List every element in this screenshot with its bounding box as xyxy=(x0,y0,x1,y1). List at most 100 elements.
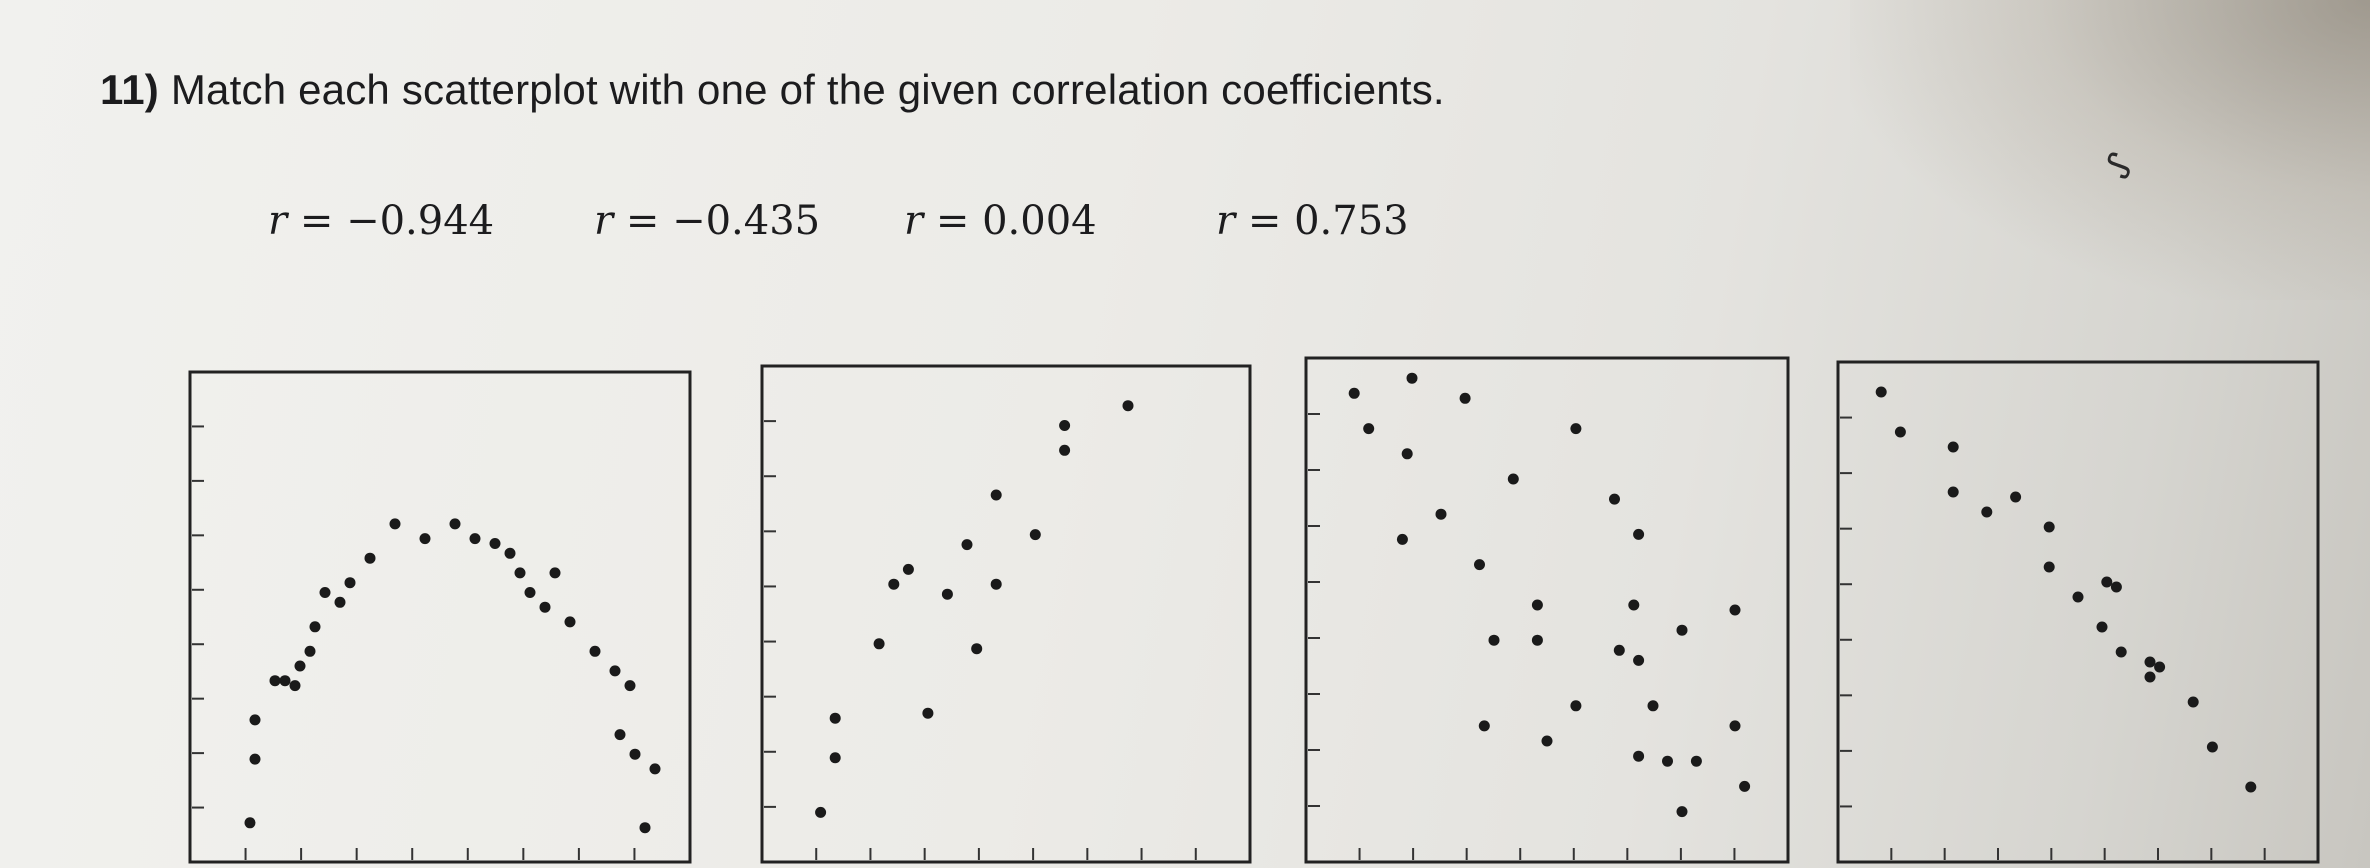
data-point xyxy=(1488,634,1500,646)
coefficient-4: r = 0.753 xyxy=(1216,198,1409,244)
plot-frame xyxy=(1304,356,1790,864)
data-point xyxy=(2096,621,2108,633)
coefficient-2: r = −0.435 xyxy=(594,198,821,244)
data-point xyxy=(941,588,953,600)
data-point xyxy=(1947,441,1959,453)
data-point xyxy=(449,518,461,530)
data-point xyxy=(1628,599,1640,611)
data-point xyxy=(990,489,1002,501)
data-point xyxy=(294,660,306,672)
data-point xyxy=(1609,493,1620,505)
data-point xyxy=(1729,720,1741,732)
question-prompt: 11) Match each scatterplot with one of t… xyxy=(100,66,1445,114)
data-point xyxy=(524,587,536,598)
data-point xyxy=(1363,423,1375,435)
scatterplot-3 xyxy=(1304,356,1790,864)
data-point xyxy=(1459,392,1471,404)
data-point xyxy=(589,645,601,657)
data-point xyxy=(2144,671,2156,683)
data-point xyxy=(334,596,346,608)
data-point xyxy=(539,601,551,613)
data-point xyxy=(1059,444,1071,456)
data-point xyxy=(1739,780,1751,792)
data-point xyxy=(629,748,641,760)
data-point xyxy=(1633,528,1645,540)
data-point xyxy=(2101,576,2113,588)
data-point xyxy=(1875,386,1887,398)
plot-frame xyxy=(1836,360,2320,864)
scatterplot-2 xyxy=(760,364,1252,864)
data-point xyxy=(922,707,934,719)
data-point xyxy=(1662,755,1673,767)
data-point xyxy=(489,538,501,549)
paper-shadow xyxy=(1850,0,2370,300)
data-point xyxy=(1507,473,1519,485)
data-point xyxy=(2010,491,2022,503)
data-point xyxy=(1531,634,1543,646)
data-point xyxy=(364,552,376,564)
data-point xyxy=(564,616,576,628)
data-point xyxy=(649,763,661,775)
data-point xyxy=(1676,624,1688,636)
data-point xyxy=(2072,591,2084,603)
data-point xyxy=(1059,420,1071,431)
data-point xyxy=(1570,700,1582,712)
data-point xyxy=(2144,656,2156,668)
data-point xyxy=(609,665,621,677)
data-point xyxy=(2154,661,2166,673)
data-point xyxy=(971,643,983,655)
data-point xyxy=(815,806,827,818)
data-point xyxy=(1894,426,1906,438)
data-point xyxy=(829,752,841,764)
data-point xyxy=(1531,599,1543,611)
data-point xyxy=(1947,486,1959,498)
data-point xyxy=(902,563,914,575)
data-point xyxy=(1122,400,1134,412)
data-point xyxy=(1690,755,1702,767)
data-point xyxy=(1396,533,1408,545)
data-point xyxy=(309,621,321,633)
data-point xyxy=(1435,508,1447,520)
data-point xyxy=(2187,696,2199,708)
coefficient-1: r = −0.944 xyxy=(268,198,495,244)
data-point xyxy=(344,577,356,589)
data-point xyxy=(279,675,291,687)
data-point xyxy=(319,587,331,598)
data-point xyxy=(244,817,256,829)
data-point xyxy=(504,547,516,559)
data-point xyxy=(269,675,281,687)
data-point xyxy=(2043,561,2055,573)
data-point xyxy=(1570,423,1582,435)
data-point xyxy=(2110,581,2122,593)
data-point xyxy=(249,714,261,726)
data-point xyxy=(990,578,1002,590)
data-point xyxy=(1029,529,1041,541)
data-point xyxy=(1633,750,1645,762)
data-point xyxy=(2206,741,2218,753)
data-point xyxy=(514,567,526,579)
coefficient-3: r = 0.004 xyxy=(904,198,1097,244)
data-point xyxy=(1401,448,1413,460)
data-point xyxy=(1676,806,1688,818)
data-point xyxy=(419,533,431,545)
data-point xyxy=(549,567,561,579)
data-point xyxy=(304,645,316,657)
data-point xyxy=(1478,720,1490,732)
data-point xyxy=(2043,521,2055,533)
data-point xyxy=(614,729,626,741)
data-point xyxy=(624,680,636,692)
data-point xyxy=(1647,700,1659,712)
data-point xyxy=(469,533,481,545)
plot-frame xyxy=(760,364,1252,864)
data-point xyxy=(1981,506,1993,518)
plot-frame xyxy=(188,370,692,864)
data-point xyxy=(289,680,301,692)
data-point xyxy=(1613,644,1625,656)
data-point xyxy=(2115,646,2127,658)
data-point xyxy=(389,518,401,530)
question-number: 11) xyxy=(100,66,159,113)
data-point xyxy=(888,578,900,590)
data-point xyxy=(249,753,261,765)
data-point xyxy=(1406,372,1418,384)
